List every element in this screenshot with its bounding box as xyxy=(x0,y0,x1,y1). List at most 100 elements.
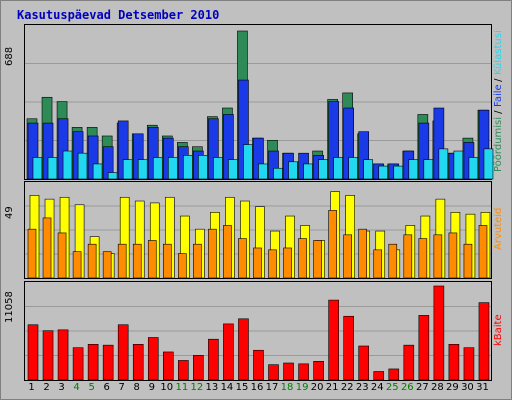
bar-kbytes-day-25 xyxy=(388,368,400,381)
bar-klastusi-day-19 xyxy=(303,163,313,180)
bar-sites-orange-day-9 xyxy=(147,240,157,279)
bar-kbytes-day-30 xyxy=(463,347,475,381)
y-max-label-sites: 49 xyxy=(4,206,15,219)
bar-kbytes-day-7 xyxy=(117,324,129,381)
bar-klastusi-day-10 xyxy=(167,157,178,180)
bar-klastusi-day-23 xyxy=(363,159,374,180)
bar-sites-orange-day-16 xyxy=(253,247,262,279)
bar-klastusi-day-27 xyxy=(423,159,434,180)
bar-klastusi-day-13 xyxy=(213,157,223,180)
bar-sites-orange-day-20 xyxy=(313,240,322,279)
legend-sites: Arvuteid xyxy=(493,207,504,251)
bar-kbytes-day-19 xyxy=(298,363,309,381)
x-tick-label-day-11: 11 xyxy=(175,382,189,393)
x-tick-label-day-31: 31 xyxy=(476,382,489,393)
x-tick-label-day-15: 15 xyxy=(235,382,249,393)
bar-kbytes-day-29 xyxy=(448,343,460,381)
x-tick-label-day-12: 12 xyxy=(190,382,204,393)
bar-sites-orange-day-26 xyxy=(403,234,413,279)
bar-sites-orange-day-31 xyxy=(478,225,488,279)
x-tick-label-day-25: 25 xyxy=(385,382,399,393)
legend-visits: Külastusi xyxy=(493,30,504,75)
bar-sites-orange-day-2 xyxy=(42,217,52,279)
x-tick-label-day-24: 24 xyxy=(370,382,384,393)
bar-kbytes-day-11 xyxy=(178,360,189,381)
x-tick-label-day-10: 10 xyxy=(160,382,174,393)
bar-sites-orange-day-7 xyxy=(117,243,127,279)
bar-sites-orange-day-6 xyxy=(102,251,112,279)
legend-files: Faile xyxy=(493,84,504,108)
x-tick-label-day-13: 13 xyxy=(205,382,219,393)
bar-sites-orange-day-15 xyxy=(238,238,247,279)
bar-sites-orange-day-17 xyxy=(268,249,277,279)
bar-klastusi-day-17 xyxy=(273,167,283,180)
bar-kbytes-day-27 xyxy=(418,315,430,381)
bar-klastusi-day-16 xyxy=(258,163,268,180)
bar-kbytes-day-14 xyxy=(223,323,234,381)
bar-sites-orange-day-21 xyxy=(328,210,337,279)
chart-sites xyxy=(25,191,491,279)
x-tick-label-day-27: 27 xyxy=(415,382,429,393)
x-tick-label-day-23: 23 xyxy=(355,382,369,393)
bar-klastusi-day-12 xyxy=(198,155,208,180)
bar-sites-orange-day-25 xyxy=(388,243,398,279)
bar-sites-orange-day-19 xyxy=(298,238,307,279)
chart-title: Kasutuspäevad Detsember 2010 xyxy=(17,8,220,22)
bar-sites-orange-day-24 xyxy=(373,249,383,279)
bar-kbytes-day-3 xyxy=(57,329,69,381)
bar-kbytes-day-5 xyxy=(87,343,99,381)
bar-klastusi-day-21 xyxy=(333,157,343,180)
bar-klastusi-day-7 xyxy=(122,159,133,180)
bar-sites-orange-day-10 xyxy=(162,243,172,279)
panel-kbytes xyxy=(24,281,492,381)
bar-sites-orange-day-12 xyxy=(193,243,202,279)
bar-klastusi-day-22 xyxy=(348,157,358,180)
legend-bot: kBaite xyxy=(493,281,509,379)
chart-hits-files-visits xyxy=(25,30,494,180)
bar-kbytes-day-2 xyxy=(42,330,54,381)
bar-klastusi-day-24 xyxy=(378,165,389,180)
bar-kbytes-day-9 xyxy=(147,337,159,381)
bar-sites-orange-day-8 xyxy=(132,243,142,279)
bar-sites-orange-day-28 xyxy=(433,234,443,279)
x-tick-label-day-22: 22 xyxy=(340,382,354,393)
x-tick-label-day-29: 29 xyxy=(446,382,459,393)
bar-klastusi-day-20 xyxy=(318,159,328,180)
legend-mid: Arvuteid xyxy=(493,181,509,277)
x-tick-label-day-18: 18 xyxy=(280,382,294,393)
bar-kbytes-day-15 xyxy=(238,318,249,381)
bar-sites-orange-day-1 xyxy=(27,228,37,279)
bar-kbytes-day-16 xyxy=(253,349,264,381)
bar-klastusi-day-5 xyxy=(92,163,103,180)
bar-sites-orange-day-23 xyxy=(358,228,368,279)
x-tick-label-day-2: 2 xyxy=(43,382,50,393)
bar-klastusi-day-30 xyxy=(468,157,479,180)
bar-sites-orange-day-18 xyxy=(283,247,292,279)
bar-kbytes-day-17 xyxy=(268,364,279,381)
bar-sites-orange-day-29 xyxy=(448,232,458,279)
panel-sites xyxy=(24,181,492,279)
x-tick-label-day-21: 21 xyxy=(325,382,339,393)
chart-kbytes xyxy=(25,285,491,381)
legend-top: Pöördumisi / Faile / Külastusi xyxy=(493,25,509,177)
bar-klastusi-day-28 xyxy=(438,148,449,180)
bar-kbytes-day-20 xyxy=(313,361,324,381)
legend-hits: Pöördumisi xyxy=(493,116,504,172)
bar-sites-orange-day-14 xyxy=(223,225,232,279)
bar-kbytes-day-31 xyxy=(478,302,490,381)
x-tick-label-day-17: 17 xyxy=(265,382,279,393)
x-tick-label-day-28: 28 xyxy=(431,382,444,393)
bar-sites-orange-day-30 xyxy=(463,243,473,279)
bar-sites-orange-day-22 xyxy=(343,234,352,279)
bar-sites-orange-day-3 xyxy=(57,232,67,279)
bar-kbytes-day-28 xyxy=(433,285,445,381)
bar-klastusi-day-18 xyxy=(288,161,298,180)
bar-kbytes-day-13 xyxy=(208,338,219,381)
bar-kbytes-day-10 xyxy=(162,351,174,381)
bar-klastusi-day-31 xyxy=(483,148,494,180)
bar-klastusi-day-6 xyxy=(107,172,118,180)
y-max-label-hits: 688 xyxy=(4,46,15,66)
y-max-label-kbytes: 11058 xyxy=(4,291,15,323)
bar-kbytes-day-24 xyxy=(373,371,385,381)
